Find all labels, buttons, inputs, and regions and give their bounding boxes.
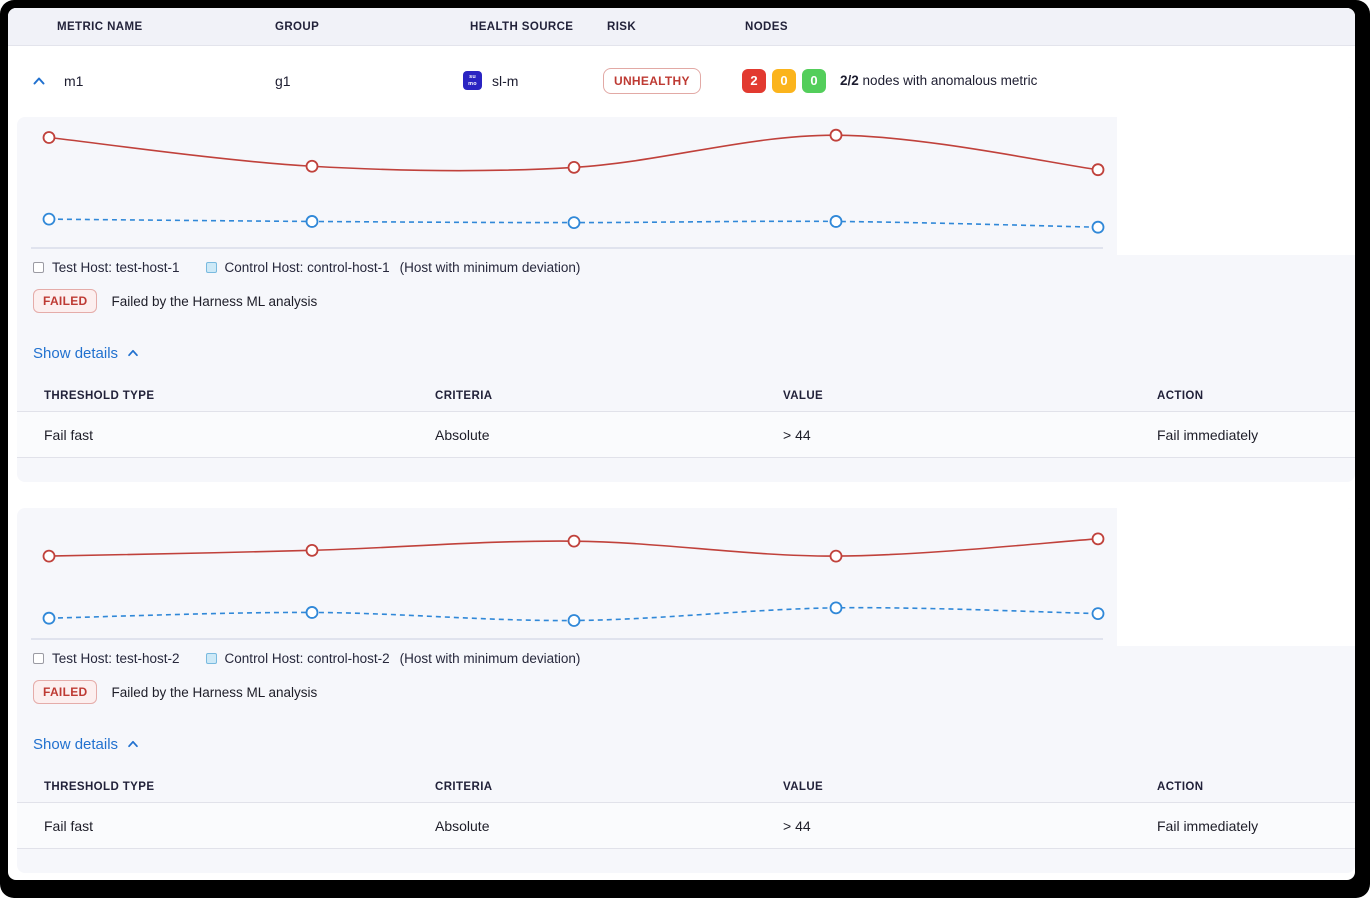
chart-point [1091, 607, 1105, 620]
metric-row[interactable]: m1 g1 su mo sl-m UNHEALTHY 2 0 0 2/2 nod… [8, 46, 1355, 115]
chart-point [42, 611, 56, 625]
risk-status-badge: UNHEALTHY [603, 67, 701, 94]
chevron-up-icon [128, 349, 138, 357]
timeseries-chart-2 [17, 508, 1355, 648]
chart-side-panel-1 [1117, 117, 1355, 255]
healthy-node-count-badge: 0 [802, 68, 826, 93]
chart-point [567, 161, 581, 174]
minimum-deviation-note: (Host with minimum deviation) [399, 260, 581, 275]
test-host-legend-marker-icon[interactable] [33, 653, 44, 664]
col-metric-name: METRIC NAME [57, 20, 143, 33]
chart-point [829, 601, 843, 615]
failed-badge: FAILED [33, 680, 98, 704]
anomalous-nodes-summary: 2/2 nodes with anomalous metric [840, 73, 1038, 88]
verification-metrics-panel: METRIC NAME GROUP HEALTH SOURCE RISK NOD… [8, 8, 1355, 880]
chart-point [42, 549, 56, 563]
threshold-table-header: THRESHOLD TYPE CRITERIA VALUE ACTION [17, 380, 1355, 412]
chart-legend-2: Test Host: test-host-2 Control Host: con… [33, 649, 1355, 668]
chart-point [567, 534, 581, 548]
chart-point [1091, 220, 1105, 234]
legend-control-host[interactable]: Control Host: control-host-2 [205, 651, 390, 666]
chart-point [829, 128, 843, 142]
sumologic-icon: su mo [463, 71, 482, 90]
node-analysis-card-2: Test Host: test-host-2 Control Host: con… [17, 508, 1355, 873]
collapse-chevron-up-icon[interactable] [30, 72, 48, 90]
chevron-up-icon [128, 740, 138, 748]
metric-group: g1 [275, 72, 291, 89]
unhealthy-node-count-badge: 2 [742, 68, 766, 93]
col-nodes: NODES [745, 20, 788, 33]
threshold-table-2: THRESHOLD TYPE CRITERIA VALUE ACTION Fai… [17, 771, 1355, 849]
chart-point [305, 159, 319, 173]
chart-point [829, 215, 843, 228]
legend-control-host[interactable]: Control Host: control-host-1 [205, 260, 390, 275]
threshold-table-header: THRESHOLD TYPE CRITERIA VALUE ACTION [17, 771, 1355, 803]
chart-point [305, 543, 319, 557]
chart-canvas-2 [31, 532, 1105, 640]
chart-point [1091, 163, 1105, 177]
chart-legend-1: Test Host: test-host-1 Control Host: con… [33, 258, 1355, 277]
health-source-name: sl-m [492, 72, 519, 89]
metric-name: m1 [64, 72, 84, 89]
metrics-table-header: METRIC NAME GROUP HEALTH SOURCE RISK NOD… [8, 8, 1355, 46]
failed-message: Failed by the Harness ML analysis [111, 684, 318, 700]
legend-test-host[interactable]: Test Host: test-host-1 [33, 260, 180, 275]
legend-test-host[interactable]: Test Host: test-host-2 [33, 651, 180, 666]
chart-point [305, 606, 319, 619]
warning-node-count-badge: 0 [772, 68, 796, 93]
chart-point [567, 614, 581, 627]
control-host-legend-marker-icon[interactable] [205, 653, 217, 664]
threshold-table-row: Fail fast Absolute > 44 Fail immediately [17, 803, 1355, 849]
chart-side-panel-2 [1117, 508, 1355, 646]
analysis-status-row-2: FAILED Failed by the Harness ML analysis [33, 679, 1355, 705]
col-risk: RISK [607, 20, 637, 33]
failed-message: Failed by the Harness ML analysis [111, 293, 318, 309]
chart-point [829, 549, 843, 563]
chart-point [567, 216, 581, 229]
control-host-legend-marker-icon[interactable] [205, 262, 217, 273]
node-analysis-card-1: Test Host: test-host-1 Control Host: con… [17, 117, 1355, 482]
show-details-toggle-1[interactable]: Show details [33, 342, 1355, 364]
chart-point [1091, 532, 1105, 546]
col-group: GROUP [275, 20, 320, 33]
analysis-status-row-1: FAILED Failed by the Harness ML analysis [33, 288, 1355, 314]
col-health-source: HEALTH SOURCE [470, 20, 574, 33]
chart-canvas-1 [31, 128, 1105, 249]
timeseries-chart-1 [17, 117, 1355, 257]
failed-badge: FAILED [33, 289, 98, 313]
threshold-table-1: THRESHOLD TYPE CRITERIA VALUE ACTION Fai… [17, 380, 1355, 458]
test-host-legend-marker-icon[interactable] [33, 262, 44, 273]
minimum-deviation-note: (Host with minimum deviation) [399, 651, 581, 666]
chart-point [305, 215, 319, 228]
chart-point [42, 131, 56, 144]
threshold-table-row: Fail fast Absolute > 44 Fail immediately [17, 412, 1355, 458]
chart-point [42, 212, 56, 226]
show-details-toggle-2[interactable]: Show details [33, 733, 1355, 755]
